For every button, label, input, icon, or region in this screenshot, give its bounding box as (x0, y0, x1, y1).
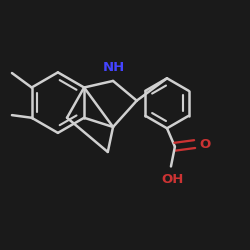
Text: NH: NH (103, 61, 126, 74)
Text: OH: OH (161, 173, 184, 186)
Text: O: O (199, 138, 210, 150)
